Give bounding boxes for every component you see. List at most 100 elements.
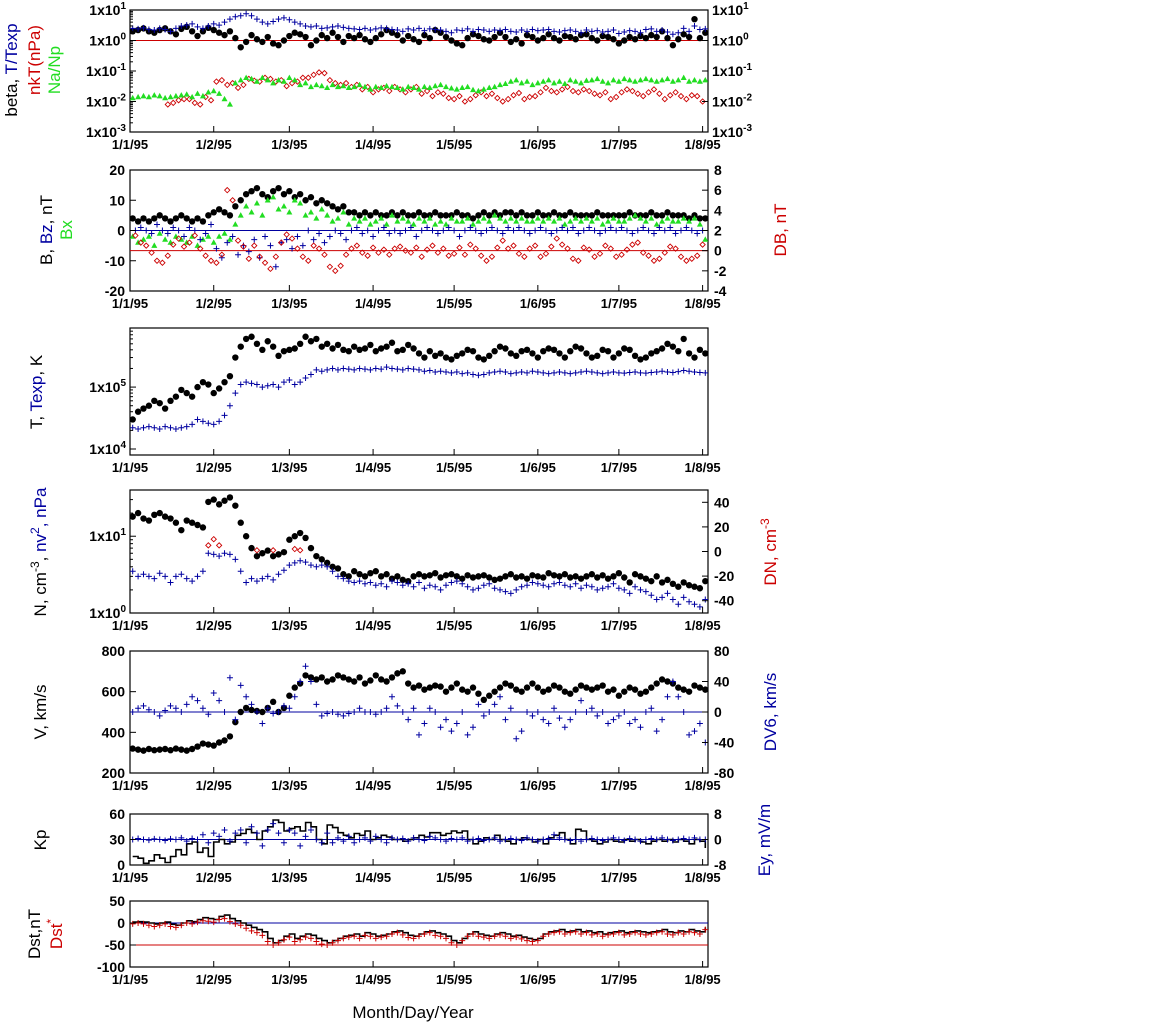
series-4-point [470,86,477,93]
series-3-point [494,94,501,102]
series-2-point [518,935,525,942]
series-2-point [383,364,390,371]
series-1-point [453,352,461,360]
series-2-point [524,28,531,35]
series-1-point [151,511,158,519]
x-tick-label: 1/5/95 [436,460,472,475]
series-1-point [664,340,671,348]
series-2-point [286,562,293,569]
series-2-point [172,25,179,32]
series-2-point [702,369,708,376]
y-axis-label-nanp: Na/Np [45,46,64,94]
series-2-point [399,582,406,589]
series-3-point [542,84,550,92]
series-1-point [615,569,623,577]
series-1-point [183,215,190,222]
series-1-point [594,352,601,360]
series-2-point [329,939,336,946]
series-1-point [156,746,163,753]
series-2-point [226,551,233,558]
series-1-point [275,352,282,360]
series-1-point [496,575,504,582]
series-1-point [372,347,379,355]
series-4-point [142,242,150,249]
series-3-point [343,236,350,243]
series-1-point [399,346,406,354]
series-1-point [594,37,601,44]
series-2-point [448,939,455,946]
series-2-point [210,830,217,837]
series-1-point [599,572,606,579]
series-2-point [334,22,341,29]
series-1-point [215,501,223,508]
series-1-point [642,354,650,361]
series-1-point [421,212,428,219]
series-3-point [164,101,172,108]
series-1-point [626,346,633,354]
series-2-point [221,230,228,236]
x-tick-label: 1/5/95 [436,618,472,633]
y-right-tick-label: 1x100 [712,32,749,49]
y-tick-label: 400 [102,724,126,740]
series-4-point [272,253,280,260]
series-1-point [372,568,379,575]
series-2-point [372,935,379,942]
series-2-point [486,580,493,587]
series-4-point [202,252,209,259]
series-3-point [451,227,458,234]
series-1-point [658,212,666,219]
series-3-point [315,69,323,76]
series-1-point [377,676,385,683]
series-4-point [278,239,285,246]
series-1-point [194,743,201,750]
series-3-point [164,230,171,237]
series-1-point [442,688,450,695]
series-2-point [675,836,682,843]
series-2-point [556,579,563,586]
series-2-point [226,674,233,681]
series-2-point [361,25,368,32]
x-tick-label: 1/7/95 [601,460,637,475]
series-1-point [188,393,196,400]
series-2-point [443,935,450,942]
series-1-point [642,575,650,582]
series-1-point [318,197,325,204]
series-1-point [631,686,639,693]
series-1-point [583,350,590,357]
series-3-point [591,227,598,234]
series-2-point [421,585,428,592]
series-1-point [653,347,660,355]
series-1-point [518,347,525,355]
series-1-point [691,15,698,23]
series-1-point [167,397,174,405]
series-1-point [442,572,450,579]
series-2-point [421,837,428,844]
series-2-point [167,579,174,586]
series-1-point [361,345,369,352]
series-2-point [642,218,649,224]
series-3-point [531,92,539,100]
series-1-point [583,573,590,580]
x-tick-label: 1/4/95 [355,972,391,987]
series-4-point [443,83,450,90]
series-3-point [602,89,609,96]
series-1-point [329,676,336,683]
y-right-tick-label: 40 [714,494,730,510]
y-tick-label: 600 [102,684,126,700]
y-axis-label-n: N, cm-3, nv2, nPa [28,487,50,616]
series-4-point [672,245,679,252]
series-2-point [345,833,352,840]
series-2-point [464,933,471,940]
series-1-point [561,32,569,40]
series-4-point [518,79,525,86]
series-1-point [621,37,628,44]
series-4-point [499,237,506,244]
series-1-point [145,402,153,409]
series-2-point [394,579,401,586]
series-3-point [310,236,317,243]
series-2-point [540,933,547,940]
series-4-point [321,251,328,258]
series-2-point [615,929,622,936]
series-2-point [648,835,655,842]
series-3-point [667,224,674,231]
